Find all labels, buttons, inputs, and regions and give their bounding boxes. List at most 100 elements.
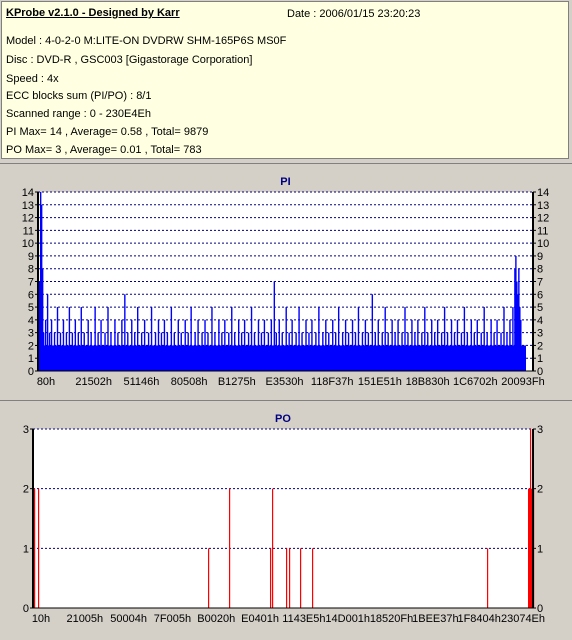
po-y-tick-label-right: 2: [537, 484, 543, 496]
pi-bar: [463, 307, 466, 371]
pi-bar: [228, 332, 230, 371]
pi-bar: [506, 332, 508, 371]
po-x-tick-label: 14D001h: [325, 613, 370, 625]
po-x-tick-label: E0401h: [241, 613, 279, 625]
pi-bar: [322, 332, 324, 371]
pi-bar: [104, 332, 106, 371]
pi-y-tick-label: 5: [28, 302, 34, 314]
pi-bar: [253, 332, 256, 371]
pi-bar: [46, 294, 49, 371]
pi-bar: [281, 332, 283, 371]
pi-bar: [305, 319, 307, 371]
pi-bar: [275, 332, 277, 371]
pi-bar: [97, 332, 99, 371]
pi-bar: [237, 319, 240, 371]
pi-bar: [440, 332, 443, 371]
pi-bar: [512, 307, 514, 371]
po-bar: [272, 488, 274, 608]
pi-bar: [387, 332, 389, 371]
pi-bar: [332, 319, 334, 371]
po-chart: PO 0 0 1 1 2 2 3 3 10h 21005h 50004h 7F005h B0020h E04…: [23, 413, 545, 625]
app-title: KProbe v2.1.0 - Designed by Karr: [6, 7, 180, 19]
pi-bar: [68, 307, 71, 371]
po-bar: [312, 548, 314, 608]
pi-bar: [218, 319, 220, 371]
pi-bar: [503, 307, 505, 371]
pi-baseline-bars: [41, 345, 526, 371]
pi-bar: [431, 319, 433, 371]
po-bar: [286, 548, 288, 608]
pi-y-tick-label: 7: [28, 277, 34, 289]
pi-bar: [166, 332, 169, 371]
pi-y-tick-label-right: 12: [537, 213, 549, 225]
pi-bar: [267, 332, 270, 371]
po-bar: [300, 548, 302, 608]
pi-bar: [517, 294, 519, 371]
pi-bar: [427, 332, 429, 371]
pi-bar: [476, 319, 478, 371]
pi-chart-title: PI: [280, 176, 290, 188]
po-x-tick-label: 23074Eh: [501, 613, 545, 625]
po-y-tick-label: 1: [23, 543, 29, 555]
pi-y-tick-label-right: 14: [537, 187, 549, 199]
pi-bar: [311, 319, 313, 371]
po-bar: [38, 488, 40, 608]
pi-bar: [381, 332, 383, 371]
pi-bar: [515, 255, 517, 371]
pi-bar: [417, 319, 419, 371]
pi-y-tick-label: 9: [28, 251, 34, 263]
pi-y-tick-label-right: 1: [537, 353, 543, 365]
pi-bar: [456, 319, 459, 371]
pi-x-tick-label: 51146h: [123, 376, 159, 388]
pi-bar: [285, 307, 287, 371]
pi-y-tick-label-right: 11: [537, 225, 548, 237]
po-x-tick-label: 1BEE37h: [412, 613, 458, 625]
pi-bar: [486, 332, 488, 371]
pi-y-tick-label-right: 2: [537, 340, 543, 352]
pi-bar: [325, 319, 327, 371]
pi-x-tick-label: 1C6702h: [453, 376, 498, 388]
pi-y-tick-label: 4: [28, 315, 34, 327]
pi-bar: [460, 332, 463, 371]
pi-bar: [509, 319, 511, 371]
pi-bar: [221, 332, 223, 371]
pi-bar: [337, 307, 340, 371]
pi-chart-panel: PI 0 0 1 1 2 2 3 3 4 4 5 5 6 6 7 7 8 8 9 9 10 10 11 11 12 12 13 13 14…: [0, 163, 572, 397]
pi-bar: [318, 307, 320, 371]
pi-bar: [377, 319, 379, 371]
pi-y-tick-label: 1: [28, 353, 34, 365]
pi-bar: [516, 281, 518, 371]
pi-bar: [150, 307, 153, 371]
pi-y-tick-label: 13: [22, 200, 34, 212]
pi-bar: [357, 307, 360, 371]
scan-date: Date : 2006/01/15 23:20:23: [287, 8, 421, 20]
po-bar: [531, 488, 533, 608]
pi-bar: [466, 332, 469, 371]
pi-bar: [496, 319, 498, 371]
pi-y-tick-label-right: 8: [537, 264, 543, 276]
pi-bar: [87, 319, 89, 371]
pi-bar: [80, 307, 82, 371]
pi-y-tick-label: 14: [22, 187, 34, 199]
pi-y-tick-label-right: 10: [537, 238, 549, 250]
pi-bar: [38, 281, 41, 371]
pi-bar: [190, 307, 192, 371]
pi-bar: [121, 319, 123, 371]
pi-bar: [214, 332, 216, 371]
pi-bar: [74, 319, 77, 371]
pi-bar: [124, 294, 126, 371]
po-plot-area: [33, 429, 533, 608]
pi-bar: [291, 319, 293, 371]
pi-bar: [344, 319, 347, 371]
pi-bar: [204, 319, 206, 371]
pi-bar: [414, 332, 416, 371]
pi-bar: [134, 332, 136, 371]
pi-bar: [404, 307, 406, 371]
pi-bar: [170, 307, 173, 371]
pi-bar: [257, 319, 260, 371]
pi-bar: [83, 332, 85, 371]
pi-bar: [407, 332, 409, 371]
po-bar: [34, 488, 36, 608]
pi-bar: [328, 332, 330, 371]
